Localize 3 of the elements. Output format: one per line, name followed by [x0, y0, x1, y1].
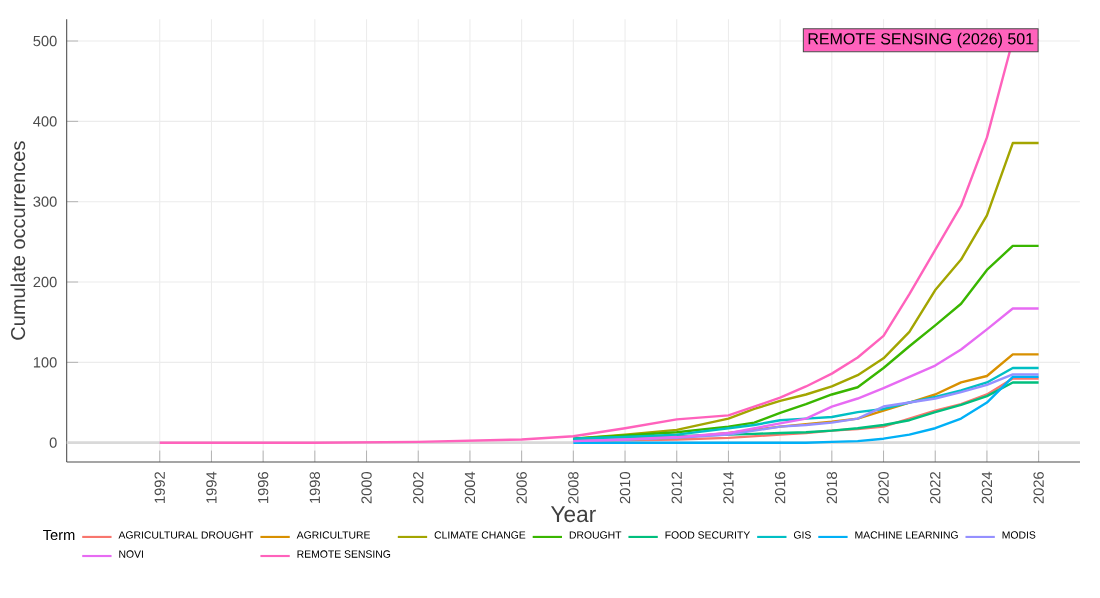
y-axis-title: Cumulate occurrences [10, 141, 26, 340]
x-axis-title: Year [550, 506, 596, 523]
annotation: REMOTE SENSING (2026) 501 [808, 32, 1034, 48]
